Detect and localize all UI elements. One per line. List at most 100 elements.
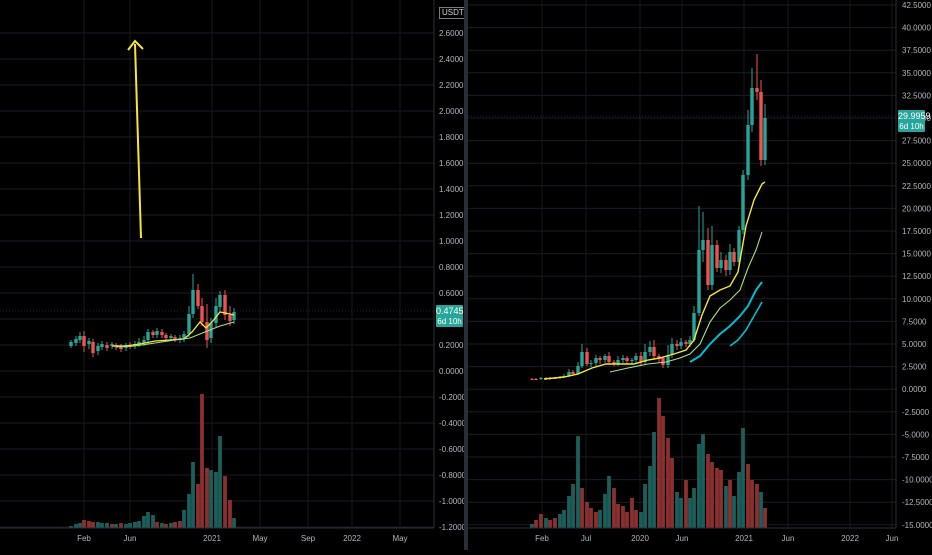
pane-divider[interactable] xyxy=(464,0,468,550)
candle xyxy=(105,345,109,348)
volume-bar xyxy=(128,523,132,528)
volume-bar xyxy=(91,522,95,528)
left-time-axis[interactable]: Feb Jun 2021 May Sep 2022 May xyxy=(77,534,407,543)
volume-bar xyxy=(74,524,78,528)
candle xyxy=(173,337,177,340)
candle xyxy=(706,240,710,285)
candle xyxy=(737,230,741,262)
left-y-tick-label: 2.2000 xyxy=(439,81,464,90)
candle xyxy=(142,340,146,343)
left-y-tick-label: 0.2000 xyxy=(439,341,464,350)
right-price-axis[interactable]: 42.500040.000037.500035.000032.500030.00… xyxy=(902,1,932,530)
left-y-tick-label: 0.6000 xyxy=(439,289,464,298)
candle xyxy=(119,346,123,349)
volume-bar xyxy=(755,484,759,528)
right-y-tick-label: 12.5000 xyxy=(902,272,931,281)
right-y-tick-label: 27.5000 xyxy=(902,137,931,146)
left-current-price-badge: 0.4745 6d 10h xyxy=(436,305,464,327)
volume-bar xyxy=(124,524,128,528)
right-y-tick-label: 2.5000 xyxy=(902,363,927,372)
candle xyxy=(91,342,95,353)
left-y-tick-label: 1.8000 xyxy=(439,133,464,142)
candle xyxy=(78,336,82,340)
right-y-tick-label: -7.5000 xyxy=(902,453,930,462)
volume-bar xyxy=(589,508,593,528)
right-chart-pane[interactable]: 42.500040.000037.500035.000032.500030.00… xyxy=(468,0,932,550)
right-moving-averages xyxy=(543,181,766,380)
currency-label[interactable]: USDT xyxy=(439,7,467,19)
right-x-tick-label: Jun xyxy=(886,534,899,543)
volume-bar xyxy=(576,436,580,528)
left-x-tick-label: 2021 xyxy=(203,534,221,543)
volume-bar xyxy=(728,480,732,528)
right-countdown: 6d 10h xyxy=(899,122,924,131)
candle xyxy=(661,358,665,365)
right-x-tick-label: Feb xyxy=(535,534,549,543)
candle xyxy=(759,92,763,160)
left-y-tick-label: -1.0000 xyxy=(439,497,464,506)
candle xyxy=(732,252,736,262)
volume-bar xyxy=(679,498,683,528)
up-arrow-annotation[interactable] xyxy=(127,39,144,239)
candle xyxy=(634,356,638,360)
volume-bar xyxy=(146,512,150,528)
left-chart-pane[interactable]: 2.6000 2.4000 2.2000 2.0000 1.8000 1.6000 1.40… xyxy=(0,0,467,550)
left-price-axis[interactable]: 2.6000 2.4000 2.2000 2.0000 1.8000 1.6000 1.40… xyxy=(439,29,467,532)
right-y-tick-label: 40.0000 xyxy=(902,24,931,33)
candle xyxy=(82,336,86,346)
volume-bar xyxy=(178,521,182,528)
left-chart[interactable]: 2.6000 2.4000 2.2000 2.0000 1.8000 1.6000 1.40… xyxy=(0,0,467,550)
right-y-tick-label: 0.0000 xyxy=(902,385,927,394)
ma-slow-line xyxy=(689,281,763,363)
candle xyxy=(648,347,652,352)
right-y-tick-label: 37.5000 xyxy=(902,46,931,55)
candle xyxy=(746,125,750,175)
volume-bar xyxy=(737,472,741,528)
candle xyxy=(643,352,647,362)
volume-bar xyxy=(675,492,679,528)
volume-bar xyxy=(688,498,692,528)
volume-bar xyxy=(750,480,754,528)
candle xyxy=(69,342,73,346)
candle xyxy=(728,252,732,270)
right-time-axis[interactable]: Feb Jul 2020 Jun 2021 Jun 2022 Jun xyxy=(535,534,898,543)
left-x-tick-label: Jun xyxy=(124,534,137,543)
volume-bar xyxy=(160,523,164,528)
volume-bar xyxy=(133,522,137,528)
right-chart[interactable]: 42.500040.000037.500035.000032.500030.00… xyxy=(468,0,932,550)
volume-bar xyxy=(228,500,232,528)
volume-bar xyxy=(553,518,557,528)
volume-bar xyxy=(196,484,200,528)
candle xyxy=(191,290,195,314)
candle xyxy=(679,342,683,346)
candle xyxy=(580,352,584,366)
volume-bar xyxy=(200,394,204,528)
volume-bar xyxy=(155,522,159,528)
volume-bar xyxy=(759,492,763,528)
volume-bar xyxy=(119,523,123,528)
candle xyxy=(697,250,701,313)
right-x-tick-label: 2020 xyxy=(631,534,649,543)
candle xyxy=(87,341,91,344)
left-y-tick-label: -1.2000 xyxy=(439,523,464,532)
volume-bar xyxy=(580,488,584,528)
right-x-tick-label: Jun xyxy=(782,534,795,543)
volume-bar xyxy=(684,480,688,528)
left-y-tick-label: 0.8000 xyxy=(439,263,464,272)
left-y-tick-label: 0.0000 xyxy=(439,367,464,376)
candle xyxy=(196,290,200,306)
volume-bar xyxy=(87,521,91,528)
volume-bar xyxy=(692,488,696,528)
left-y-tick-label: -0.2000 xyxy=(439,393,464,402)
candle xyxy=(755,88,759,92)
candle xyxy=(603,356,607,360)
volume-bar xyxy=(78,523,82,528)
candle xyxy=(218,295,222,307)
candle xyxy=(715,245,719,268)
volume-bar xyxy=(603,494,607,528)
candle xyxy=(110,344,114,346)
candle xyxy=(567,372,571,376)
candle xyxy=(701,240,705,250)
candle xyxy=(164,335,168,338)
ma-mid-line xyxy=(115,321,235,348)
